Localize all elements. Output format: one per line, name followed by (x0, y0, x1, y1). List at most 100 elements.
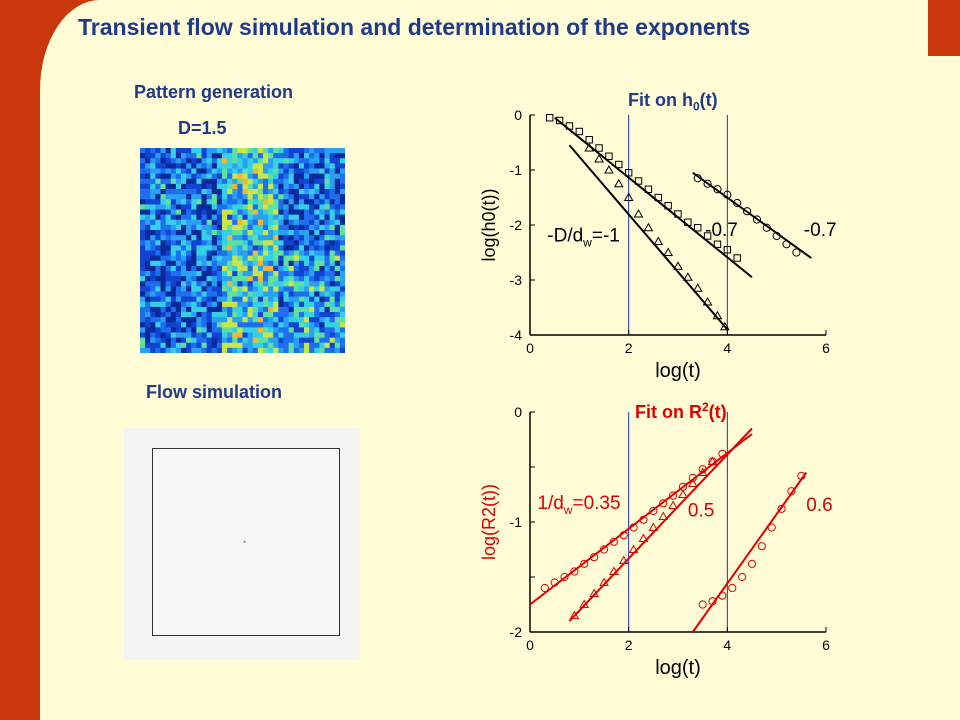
data-point (733, 254, 741, 262)
pattern-cell (324, 286, 331, 292)
pattern-cell (140, 327, 146, 333)
pattern-cell (324, 199, 331, 205)
pattern-cell (263, 332, 269, 339)
pattern-cell (293, 296, 300, 303)
pattern-cell (181, 189, 187, 195)
pattern-cell (339, 332, 345, 339)
pattern-cell (227, 189, 233, 195)
pattern-cell (181, 337, 187, 344)
pattern-cell (201, 265, 208, 272)
pattern-cell (252, 312, 259, 318)
pattern-cell (304, 168, 310, 175)
pattern-cell (191, 306, 197, 313)
pattern-cell (150, 322, 156, 328)
pattern-cell (293, 209, 300, 216)
pattern-cell (278, 173, 284, 180)
pattern-cell (150, 255, 156, 262)
pattern-cell (160, 224, 167, 231)
pattern-cell (329, 337, 336, 344)
pattern-cell (155, 271, 161, 277)
pattern-cell (175, 291, 182, 298)
pattern-cell (165, 312, 172, 318)
pattern-cell (160, 312, 167, 318)
pattern-cell (216, 163, 223, 169)
fit-line (568, 144, 729, 331)
pattern-cell (145, 312, 151, 318)
pattern-cell (304, 312, 310, 318)
pattern-cell (186, 235, 192, 241)
pattern-cell (242, 317, 249, 323)
pattern-cell (170, 286, 177, 292)
pattern-cell (298, 250, 305, 257)
pattern-cell (273, 194, 279, 200)
pattern-cell (257, 245, 264, 251)
pattern-cell (186, 214, 192, 221)
pattern-cell (257, 189, 264, 195)
pattern-cell (150, 276, 156, 282)
pattern-cell (155, 301, 161, 308)
pattern-cell (324, 276, 331, 282)
pattern-cell (155, 240, 161, 246)
pattern-cell (293, 230, 300, 236)
pattern-cell (211, 183, 218, 190)
pattern-cell (222, 230, 228, 236)
data-point (698, 600, 707, 609)
pattern-cell (278, 148, 284, 154)
pattern-cell (293, 322, 300, 328)
pattern-cell (298, 168, 305, 175)
pattern-cell (288, 153, 295, 159)
data-point (757, 542, 766, 551)
pattern-cell (191, 214, 197, 221)
pattern-cell (216, 224, 223, 231)
pattern-cell (201, 230, 208, 236)
pattern-cell (237, 173, 243, 180)
pattern-cell (334, 312, 341, 318)
pattern-cell (298, 322, 305, 328)
pattern-cell (155, 265, 161, 272)
flow-domain-box: • (152, 448, 340, 636)
data-point (694, 224, 702, 232)
pattern-cell (288, 337, 295, 344)
pattern-cell (273, 148, 279, 154)
pattern-cell (216, 260, 223, 267)
pattern-cell (309, 265, 315, 272)
pattern-cell (227, 163, 233, 169)
pattern-cell (181, 235, 187, 241)
pattern-cell (263, 296, 269, 303)
pattern-cell (186, 194, 192, 200)
pattern-cell (314, 271, 320, 277)
pattern-cell (216, 189, 223, 195)
pattern-cell (191, 178, 197, 185)
pattern-cell (278, 230, 284, 236)
pattern-cell (268, 276, 274, 282)
flow-heading: Flow simulation (146, 382, 283, 402)
pattern-cell (232, 214, 238, 221)
pattern-cell (339, 163, 345, 169)
pattern-cell (263, 347, 269, 353)
pattern-cell (319, 301, 325, 308)
data-point (752, 215, 762, 224)
pattern-cell (186, 296, 192, 303)
pattern-cell (145, 276, 151, 282)
pattern-cell (186, 265, 192, 272)
pattern-cell (140, 281, 146, 287)
pattern-cell (314, 153, 320, 159)
pattern-cell (150, 327, 156, 333)
pattern-cell (288, 322, 295, 328)
pattern-cell (160, 163, 167, 169)
pattern-cell (268, 148, 274, 154)
pattern-cell (227, 178, 233, 185)
pattern-cell (165, 245, 172, 251)
pattern-cell (175, 173, 182, 180)
pattern-cell (165, 224, 172, 231)
pattern-cell (170, 153, 177, 159)
pattern-cell (298, 163, 305, 169)
pattern-cell (160, 230, 167, 236)
pattern-cell (181, 158, 187, 164)
pattern-cell (242, 153, 249, 159)
pattern-cell (206, 301, 213, 308)
pattern-cell (252, 204, 259, 210)
pattern-cell (165, 194, 172, 200)
pattern-cell (181, 219, 187, 226)
pattern-cell (278, 250, 284, 257)
